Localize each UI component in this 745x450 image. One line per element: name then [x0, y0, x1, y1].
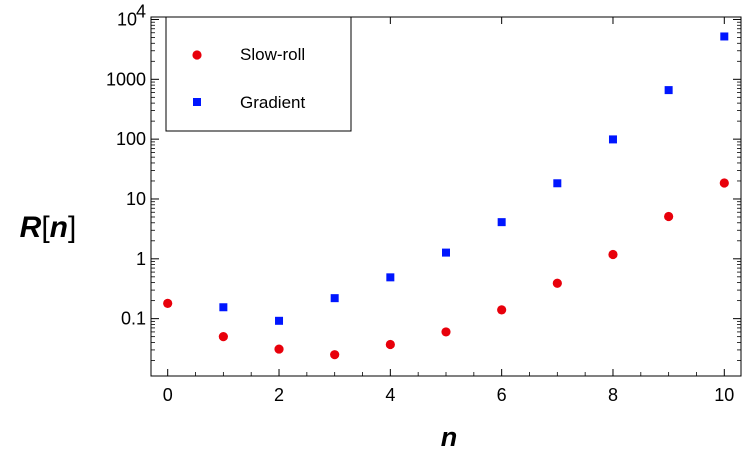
- x-tick-label: 4: [385, 385, 395, 405]
- x-axis-title: n: [441, 422, 458, 450]
- legend: Slow-roll Gradient: [165, 16, 352, 132]
- y-tick-label: 100: [116, 129, 146, 149]
- x-tick-label: 2: [274, 385, 284, 405]
- point-slow-roll: [441, 327, 451, 337]
- point-gradient: [553, 179, 562, 188]
- y-tick-label: 1000: [106, 69, 146, 89]
- point-gradient: [275, 316, 284, 325]
- x-tick-label: 8: [608, 385, 618, 405]
- point-slow-roll: [608, 249, 618, 260]
- point-gradient: [664, 86, 673, 95]
- point-slow-roll: [218, 332, 228, 342]
- point-gradient: [608, 135, 617, 144]
- legend-label-gradient: Gradient: [240, 93, 305, 112]
- legend-marker-slow-roll: [192, 50, 202, 60]
- point-gradient: [386, 273, 395, 282]
- y-tick-label: 0.1: [121, 309, 146, 329]
- legend-box: [165, 16, 352, 132]
- x-axis-ticks: 0 2 4 6 8 10: [163, 17, 734, 405]
- point-slow-roll: [664, 211, 674, 222]
- y-tick-label: 1: [136, 249, 146, 269]
- point-gradient: [219, 303, 228, 312]
- point-slow-roll: [719, 178, 729, 188]
- y-tick-label: 10: [126, 189, 146, 209]
- x-tick-label: 6: [497, 385, 507, 405]
- data-points: [163, 32, 729, 360]
- point-slow-roll: [274, 344, 284, 354]
- y-axis-title: R[n]: [20, 211, 77, 244]
- x-tick-label: 0: [163, 385, 173, 405]
- point-slow-roll: [330, 350, 340, 360]
- point-gradient: [720, 32, 729, 41]
- point-slow-roll: [552, 278, 562, 288]
- y-tick-exponent: 4: [136, 1, 146, 21]
- point-gradient: [330, 294, 339, 303]
- point-slow-roll: [497, 305, 507, 315]
- point-gradient: [442, 248, 450, 257]
- x-tick-label: 10: [714, 385, 734, 405]
- y-tick-label: 10: [117, 9, 137, 29]
- legend-marker-gradient: [193, 98, 201, 106]
- legend-label-slow-roll: Slow-roll: [240, 45, 305, 64]
- point-slow-roll: [385, 339, 395, 350]
- point-slow-roll: [163, 298, 173, 308]
- point-gradient: [497, 218, 506, 227]
